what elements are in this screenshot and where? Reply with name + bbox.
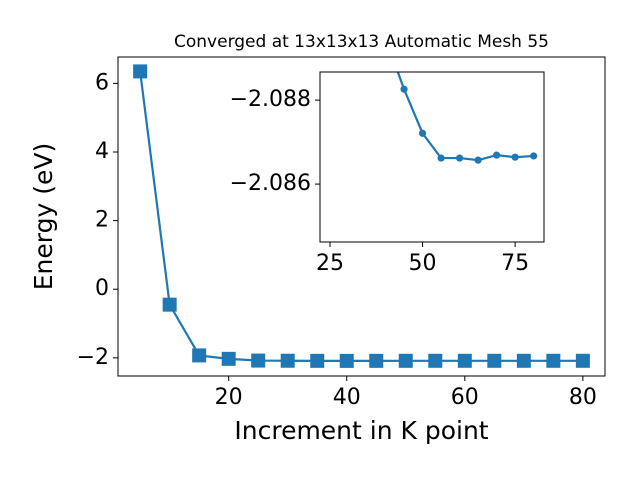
marker	[546, 353, 561, 368]
y-axis-label: Energy (eV)	[29, 143, 58, 290]
marker	[369, 353, 384, 368]
x-axis-label: Increment in K point	[234, 416, 488, 445]
marker	[487, 353, 502, 368]
marker	[530, 152, 538, 160]
marker	[400, 85, 408, 93]
marker	[251, 353, 266, 368]
x-tick-label: 40	[333, 385, 361, 410]
marker	[493, 151, 501, 159]
y-tick-label: 0	[95, 276, 109, 301]
y-tick-label: 2	[95, 208, 109, 233]
plot-area	[396, 72, 538, 164]
x-tick-label: 60	[451, 385, 479, 410]
marker	[339, 353, 354, 368]
marker	[516, 353, 531, 368]
marker	[280, 353, 295, 368]
marker	[575, 353, 590, 368]
marker	[133, 64, 148, 79]
series-line	[139, 71, 583, 362]
axes-frame	[117, 56, 606, 377]
x-tick-label: 75	[501, 251, 529, 276]
marker	[221, 351, 236, 366]
marker	[310, 353, 325, 368]
x-tick-label: 80	[569, 385, 597, 410]
y-tick-label: −2	[77, 345, 109, 370]
marker	[437, 154, 445, 162]
plot-area	[133, 64, 590, 368]
marker	[398, 353, 413, 368]
marker	[511, 153, 519, 161]
marker	[457, 353, 472, 368]
x-tick-label: 20	[215, 385, 243, 410]
y-tick-label: −2.088	[230, 87, 311, 112]
y-tick-label: −2.086	[230, 171, 311, 196]
marker	[418, 129, 427, 137]
x-tick-label: 50	[409, 251, 437, 276]
marker	[455, 154, 464, 162]
marker	[428, 353, 443, 368]
marker	[474, 156, 482, 164]
marker	[162, 297, 177, 312]
x-tick-label: 25	[316, 251, 344, 276]
axes-frame	[319, 71, 545, 243]
marker	[192, 348, 207, 363]
y-tick-label: 4	[95, 139, 109, 164]
chart-title: Converged at 13x13x13 Automatic Mesh 55	[174, 32, 549, 52]
y-tick-label: 6	[95, 70, 109, 95]
